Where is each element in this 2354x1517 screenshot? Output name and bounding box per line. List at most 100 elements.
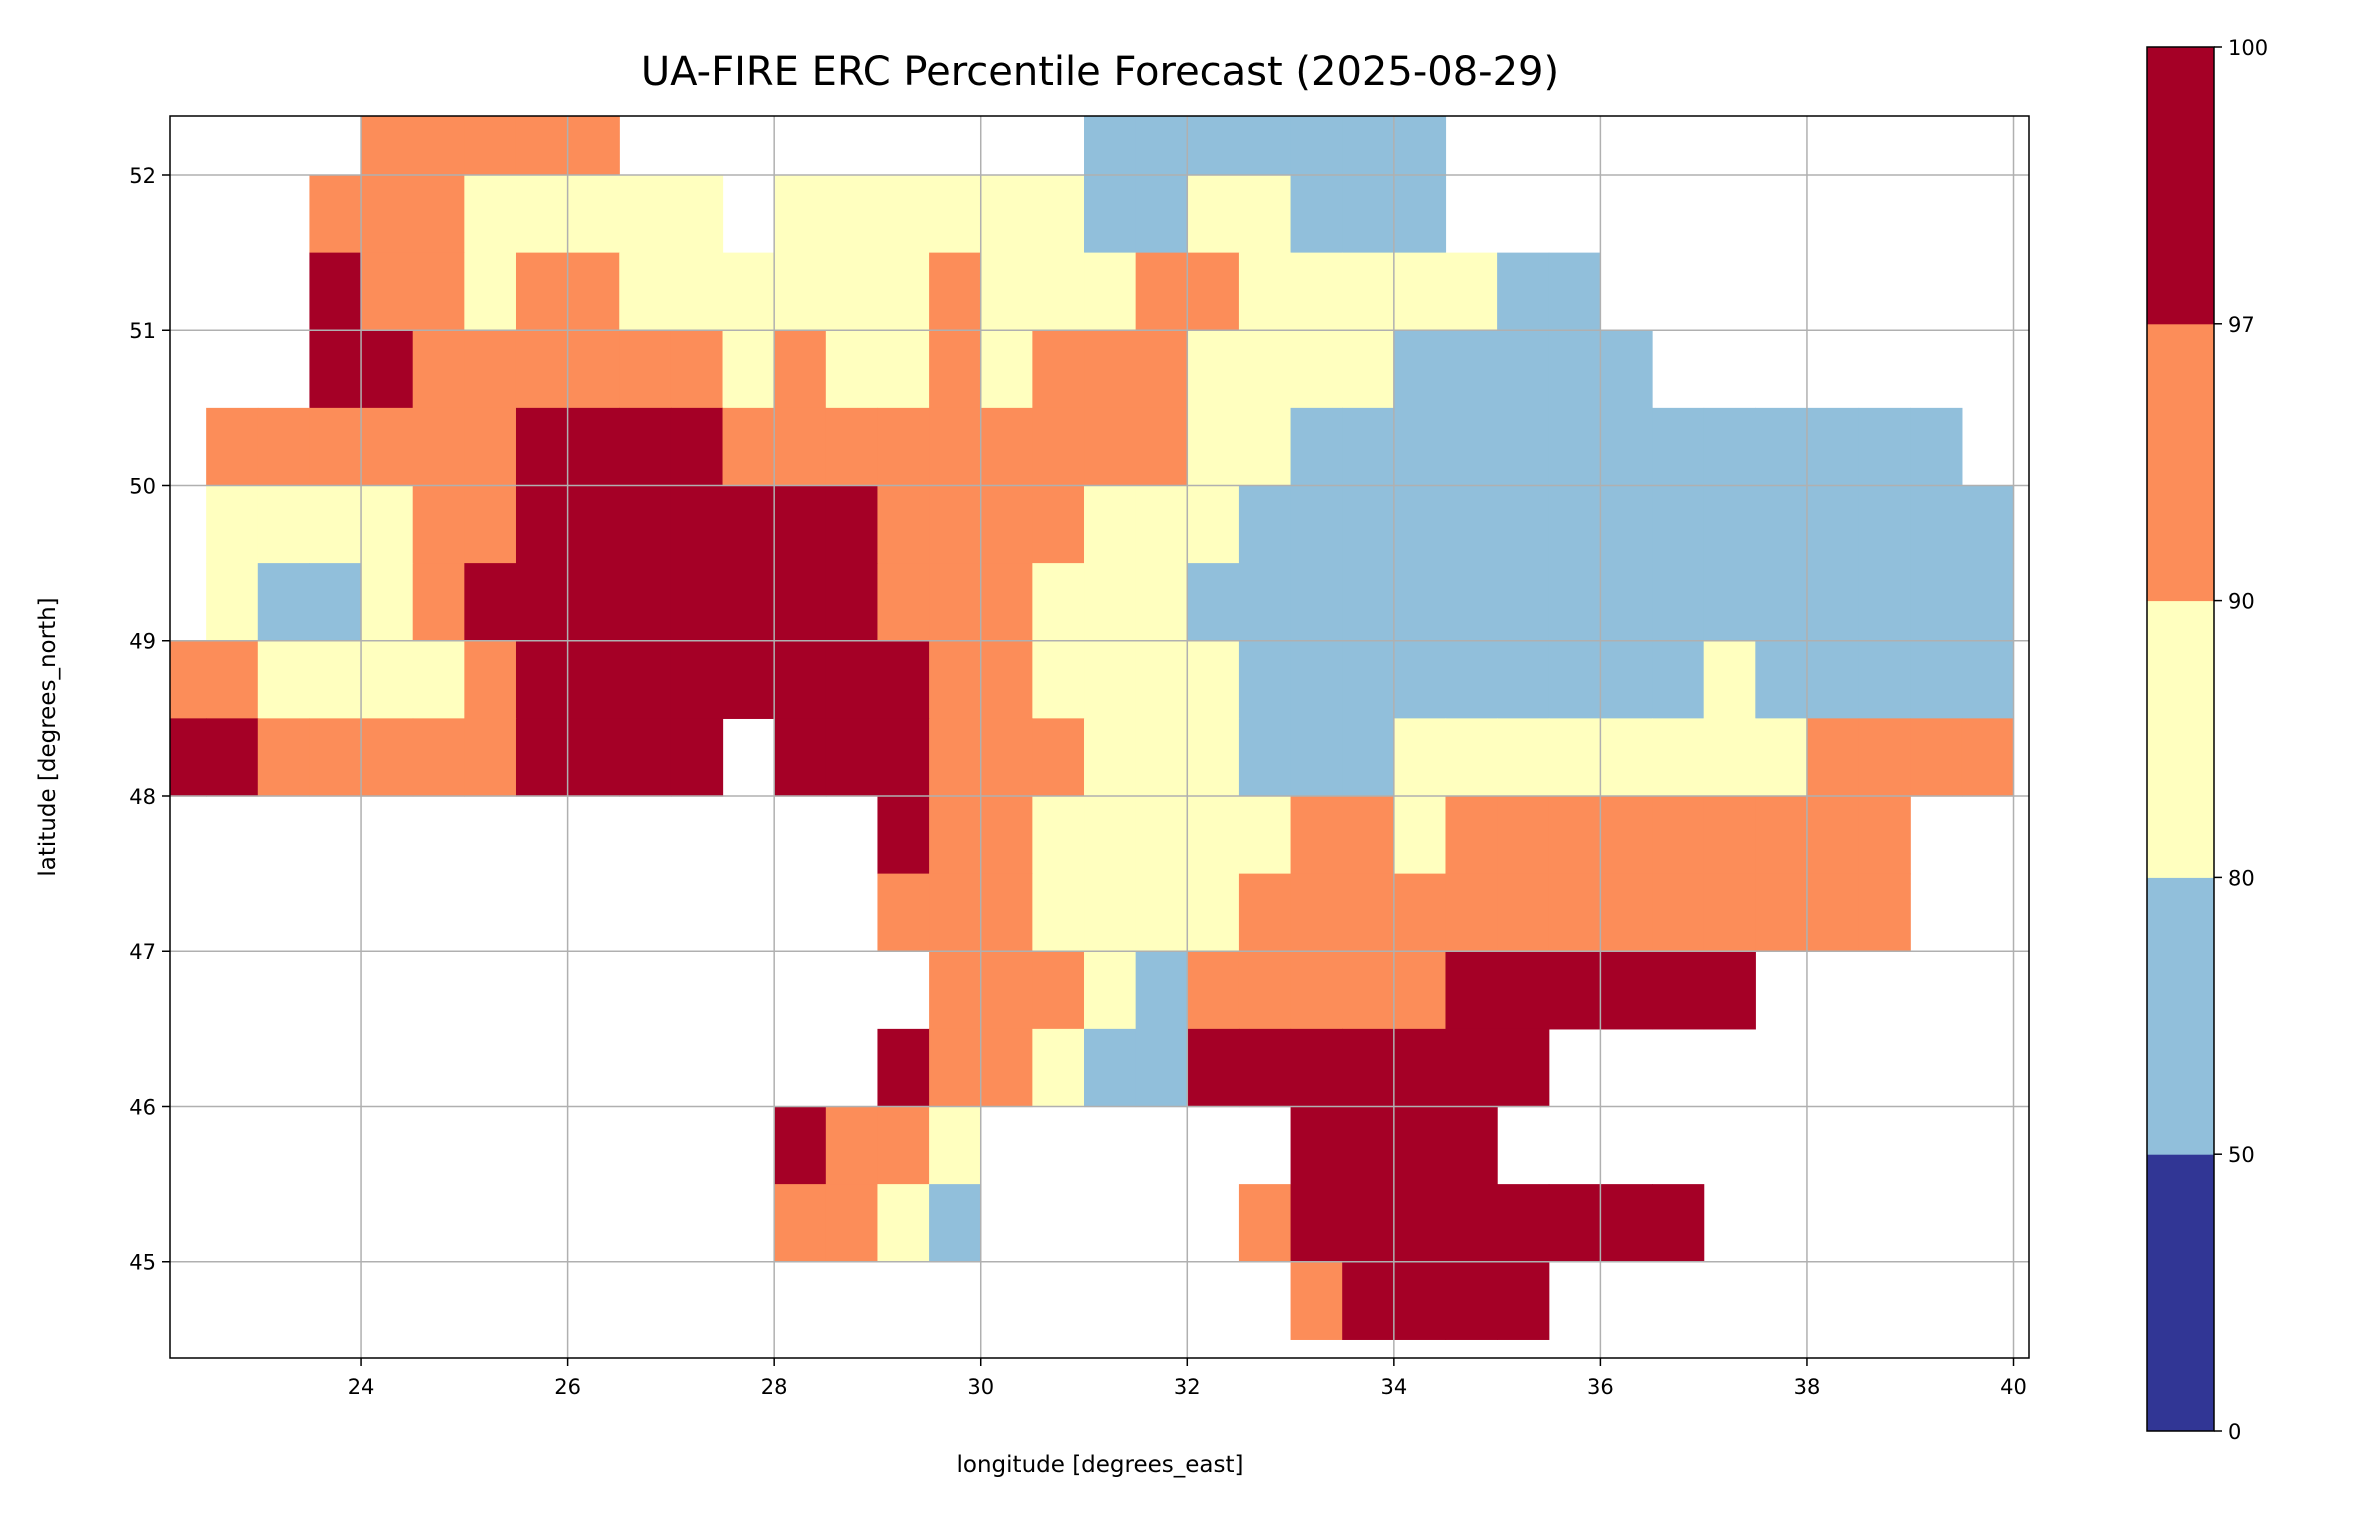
x-tick-label: 30 — [967, 1375, 994, 1399]
grid-cell — [309, 252, 362, 331]
grid-cell — [1290, 563, 1343, 642]
grid-cell — [1806, 485, 1860, 564]
grid-cell — [1600, 718, 1653, 797]
grid-cell — [1032, 1028, 1085, 1108]
grid-cell — [361, 485, 414, 564]
grid-cell — [1290, 1106, 1343, 1185]
grid-cell — [1703, 718, 1756, 797]
grid-cell — [1806, 640, 1860, 719]
grid-cell — [1548, 407, 1601, 487]
grid-cell — [1445, 407, 1498, 487]
grid-cell — [1393, 174, 1447, 254]
grid-cell — [206, 640, 259, 719]
grid-cell — [1032, 795, 1085, 875]
grid-cell — [515, 563, 569, 642]
grid-cell — [670, 330, 724, 409]
grid-cell — [1393, 951, 1447, 1030]
grid-cell — [257, 718, 311, 797]
grid-cell — [361, 174, 414, 254]
grid-cell — [1548, 252, 1601, 331]
grid-cell — [929, 718, 982, 797]
grid-cell — [1497, 1028, 1550, 1108]
grid-cell — [825, 174, 879, 254]
grid-cell — [464, 174, 517, 254]
y-tick-label: 48 — [129, 785, 156, 809]
y-axis: 45 46 47 48 49 50 51 52 — [129, 164, 170, 1275]
grid-cell — [361, 563, 414, 642]
grid-cell — [1600, 873, 1653, 952]
grid-cell — [1445, 1184, 1498, 1263]
grid-cell — [309, 485, 362, 564]
gridlines — [170, 116, 2029, 1358]
grid-cell — [1393, 640, 1447, 719]
grid-cell — [980, 330, 1033, 409]
grid-cell — [1290, 873, 1343, 952]
grid-cell — [1342, 795, 1395, 875]
grid-cell — [619, 563, 672, 642]
grid-cell — [619, 330, 672, 409]
y-tick-label: 52 — [129, 164, 156, 188]
grid-cell — [1290, 1261, 1343, 1340]
grid-cell — [412, 718, 465, 797]
grid-cell — [309, 563, 362, 642]
grid-cell — [361, 330, 414, 409]
grid-cell — [1135, 951, 1188, 1030]
grid-cell — [206, 407, 259, 487]
grid-cell — [929, 795, 982, 875]
grid-cell — [412, 330, 465, 409]
grid-cell — [670, 640, 724, 719]
grid-cell — [1652, 407, 1705, 487]
grid-cell — [1032, 485, 1085, 564]
grid-cell — [1910, 563, 1963, 642]
grid-cell — [1910, 407, 1963, 487]
grid-cell — [1290, 252, 1343, 331]
grid-cell — [1393, 407, 1447, 487]
grid-cell — [1032, 330, 1085, 409]
grid-cell — [567, 252, 620, 331]
grid-cell — [825, 563, 879, 642]
grid-cell — [929, 485, 982, 564]
grid-cell — [1032, 640, 1085, 719]
grid-cell — [1135, 252, 1188, 331]
grid-cell — [309, 640, 362, 719]
grid-cell — [1961, 640, 2015, 719]
grid-cell — [1342, 330, 1395, 409]
grid-cell — [1135, 1028, 1188, 1108]
grid-cell — [1497, 873, 1550, 952]
grid-cell — [1755, 485, 1808, 564]
grid-cell — [1135, 718, 1188, 797]
grid-cell — [1342, 1106, 1395, 1185]
grid-cell — [1858, 640, 1911, 719]
y-tick-label: 47 — [129, 940, 156, 964]
grid-cell — [1858, 718, 1911, 797]
grid-cell — [1290, 795, 1343, 875]
grid-cell — [412, 640, 465, 719]
y-tick-label: 51 — [129, 319, 156, 343]
grid-cell — [1290, 640, 1343, 719]
grid-cell — [515, 116, 569, 176]
grid-cell — [670, 407, 724, 487]
grid-cell — [464, 116, 517, 176]
grid-cell — [1445, 795, 1498, 875]
grid-cell — [1342, 1028, 1395, 1108]
grid-cell — [1032, 174, 1085, 254]
grid-cell — [1135, 795, 1188, 875]
grid-cell — [1084, 951, 1137, 1030]
colorbar-frame — [2146, 46, 2215, 1432]
grid-cell — [1497, 485, 1550, 564]
x-tick-label: 34 — [1380, 1375, 1407, 1399]
grid-cell — [1497, 640, 1550, 719]
grid-cell — [1135, 485, 1188, 564]
grid-cell — [1135, 174, 1188, 254]
grid-cell — [1084, 485, 1137, 564]
grid-cell — [1548, 563, 1601, 642]
grid-cell — [774, 252, 827, 331]
grid-cell — [877, 407, 930, 487]
grid-cell — [1238, 174, 1292, 254]
grid-cell — [980, 718, 1033, 797]
grid-cell — [1445, 563, 1498, 642]
grid-cell — [515, 640, 569, 719]
grid-cell — [1238, 640, 1292, 719]
y-tick-label: 45 — [129, 1251, 156, 1275]
